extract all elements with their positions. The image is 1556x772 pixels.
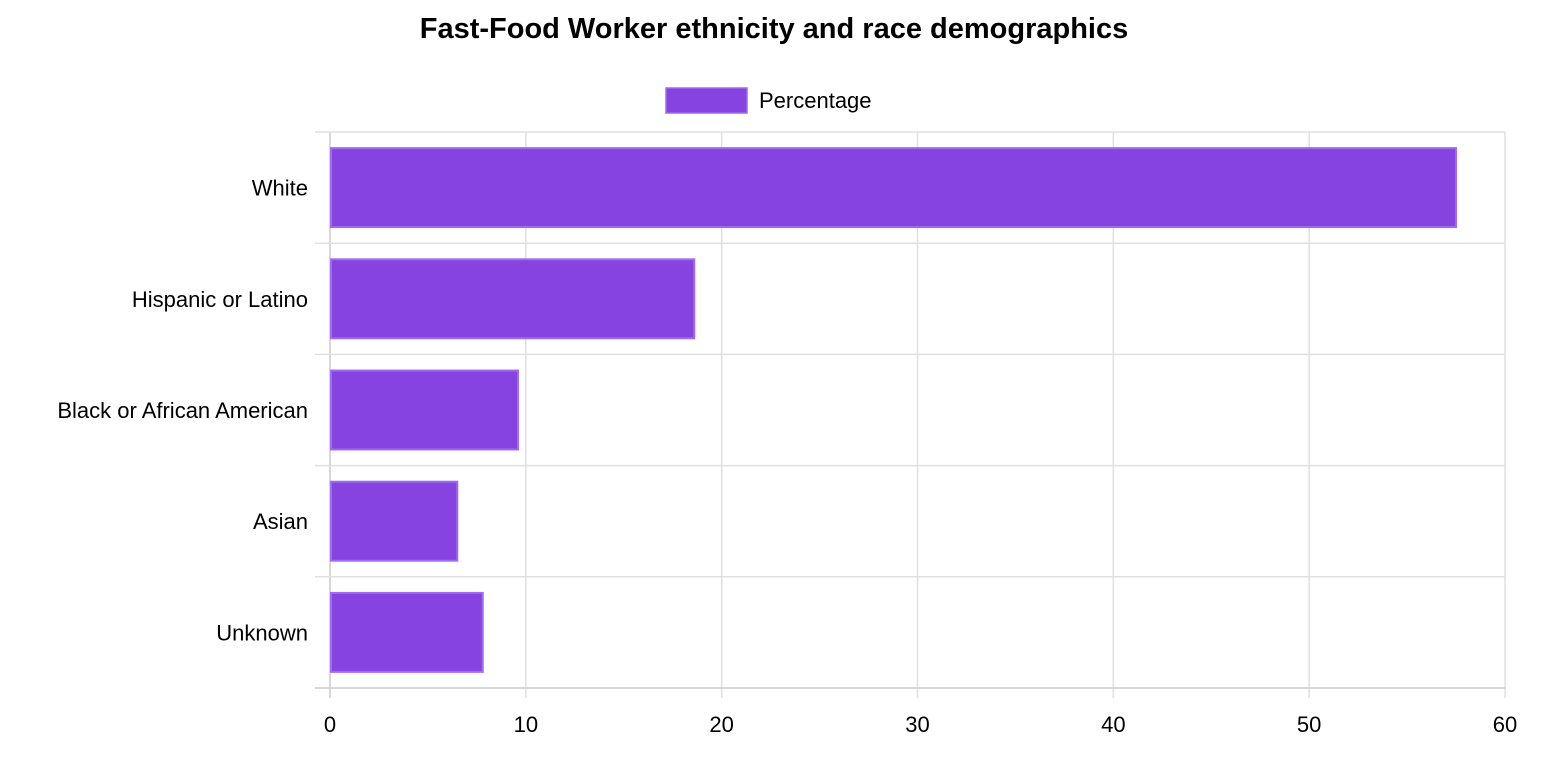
category-label: Hispanic or Latino [132, 287, 308, 312]
legend[interactable]: Percentage [665, 87, 872, 114]
x-tick-label: 0 [324, 712, 336, 737]
x-tick-label: 20 [709, 712, 733, 737]
x-tick-label: 10 [514, 712, 538, 737]
x-tick-label: 60 [1493, 712, 1517, 737]
legend-swatch-percentage [665, 87, 748, 114]
bars [330, 147, 1458, 673]
x-tick-label: 50 [1297, 712, 1321, 737]
category-label: Unknown [216, 620, 308, 645]
category-label: Asian [253, 509, 308, 534]
x-tick-label: 40 [1101, 712, 1125, 737]
category-label: Black or African American [57, 398, 308, 423]
chart-title: Fast-Food Worker ethnicity and race demo… [420, 13, 1129, 45]
x-tick-labels: 0 10 20 30 40 50 60 [324, 712, 1517, 737]
category-label: White [252, 176, 308, 201]
legend-label-percentage: Percentage [759, 88, 872, 113]
category-labels: White Hispanic or Latino Black or African … [57, 176, 308, 646]
bar[interactable] [330, 258, 696, 340]
bar[interactable] [330, 480, 459, 562]
bar[interactable] [330, 369, 519, 451]
bar[interactable] [330, 147, 1458, 229]
bar[interactable] [330, 591, 484, 673]
x-tick-label: 30 [905, 712, 929, 737]
